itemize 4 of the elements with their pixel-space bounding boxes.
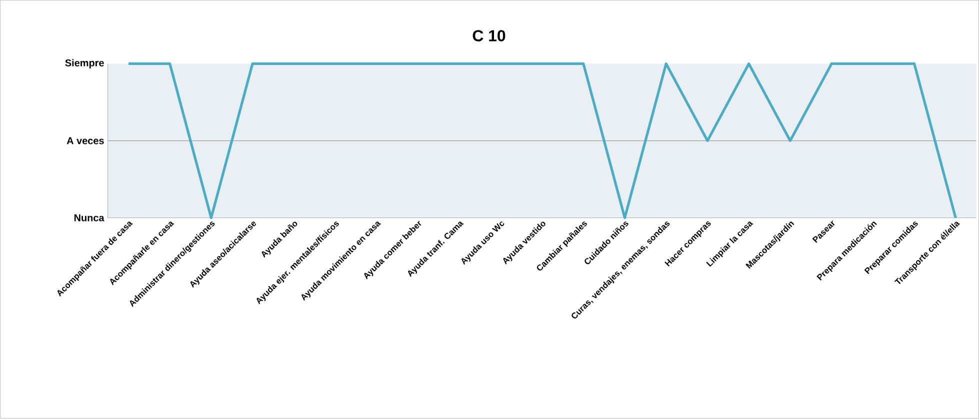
category-label: Nunca: [74, 214, 104, 222]
category-label: Siempre: [65, 59, 104, 69]
chart-title: C 10: [472, 30, 506, 42]
category-label: A veces: [66, 137, 104, 144]
